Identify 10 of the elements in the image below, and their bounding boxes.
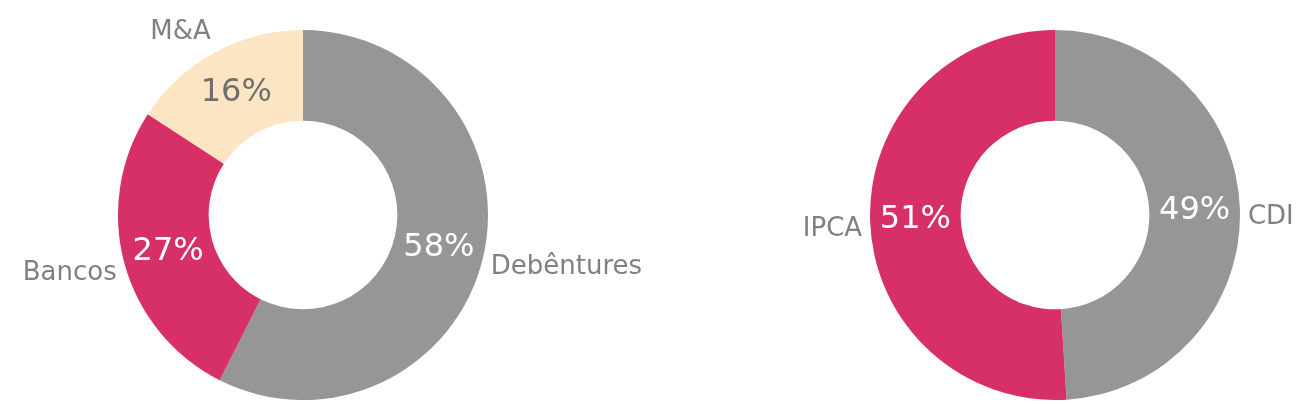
data-label: 49% xyxy=(1159,188,1231,227)
data-label: 51% xyxy=(879,197,951,236)
slice-label: IPCA xyxy=(802,211,863,242)
slice-label: M&A xyxy=(150,15,212,46)
slice-label: CDI xyxy=(1247,199,1294,230)
slice-label: Bancos xyxy=(22,256,117,287)
data-label: 27% xyxy=(132,229,204,268)
data-label: 16% xyxy=(200,70,272,109)
slice-label: Debêntures xyxy=(490,250,643,281)
data-label: 58% xyxy=(403,225,475,264)
